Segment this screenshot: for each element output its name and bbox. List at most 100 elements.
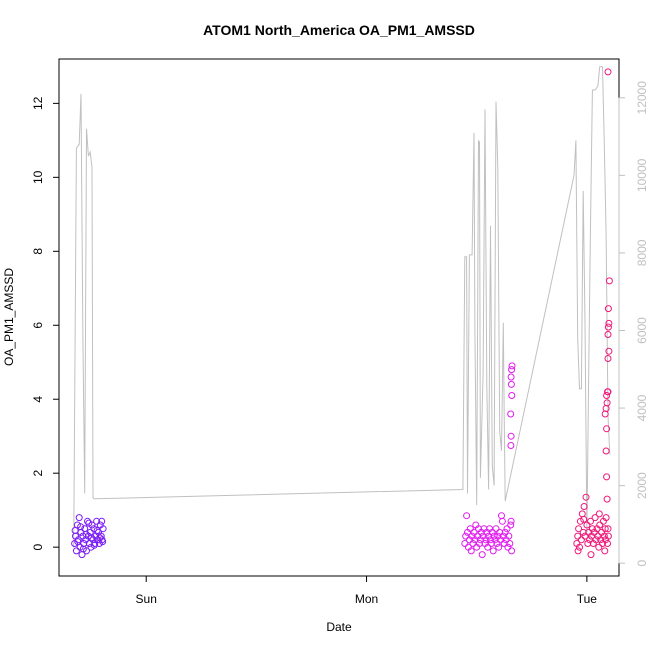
data-point: [604, 323, 612, 331]
data-point: [504, 543, 512, 551]
right-axis: 0 2000 4000 6000 8000 10000 12000: [618, 81, 649, 567]
data-point: [489, 547, 497, 555]
data-point: [79, 545, 87, 553]
x-tick-label: Mon: [355, 592, 378, 606]
data-point: [583, 521, 591, 529]
data-point: [478, 551, 486, 559]
data-point: [591, 514, 599, 522]
data-point: [604, 355, 612, 362]
data-point: [576, 543, 583, 551]
data-point: [603, 399, 611, 407]
y-tick-label: 10: [31, 170, 45, 184]
data-point: [602, 514, 610, 522]
data-point: [604, 540, 611, 547]
y-axis-label: OA_PM1_AMSSD: [2, 268, 16, 366]
y-tick-label: 0: [31, 543, 45, 550]
data-point: [602, 447, 610, 455]
data-point: [575, 525, 583, 533]
data-point: [507, 442, 515, 449]
data-point: [580, 503, 588, 510]
x-axis-label: Date: [326, 620, 352, 634]
data-point: [574, 547, 582, 555]
data-point: [82, 530, 90, 538]
data-point: [93, 527, 101, 534]
data-point: [488, 528, 496, 536]
data-point: [75, 514, 83, 522]
data-point: [603, 425, 611, 433]
data-point: [604, 525, 612, 533]
data-point: [88, 534, 96, 542]
data-point: [492, 525, 500, 533]
data-point: [90, 541, 98, 549]
y-tick-label: 12: [31, 96, 45, 110]
data-point: [596, 521, 604, 529]
data-point: [507, 373, 515, 381]
data-point: [507, 517, 515, 525]
y-tick-label: 4: [31, 396, 45, 403]
data-point: [604, 305, 612, 313]
y2-tick-label: 6000: [635, 317, 649, 344]
data-point: [507, 410, 515, 418]
right-axis-line-layer: [73, 66, 611, 548]
data-point: [605, 347, 613, 355]
data-point: [495, 543, 503, 551]
data-point: [506, 540, 514, 547]
y2-tick-label: 4000: [635, 394, 649, 421]
data-point: [72, 547, 80, 555]
data-point: [587, 517, 594, 525]
y2-tick-label: 8000: [635, 239, 649, 266]
points-layer: [71, 68, 613, 559]
data-point: [470, 528, 478, 536]
data-point: [603, 392, 611, 399]
x-tick-label: Sun: [136, 592, 157, 606]
data-point: [601, 547, 609, 555]
data-point: [604, 331, 612, 338]
data-point: [461, 540, 469, 547]
data-point: [98, 517, 106, 525]
data-point: [469, 540, 477, 547]
data-point: [603, 473, 611, 481]
data-point: [462, 532, 470, 540]
data-point: [503, 525, 511, 533]
data-point: [595, 543, 603, 551]
data-point: [498, 512, 505, 520]
y-tick-label: 6: [31, 322, 45, 329]
data-point: [487, 536, 494, 544]
data-point: [484, 543, 492, 551]
data-point: [467, 547, 475, 555]
right-axis-series-line: [73, 66, 611, 548]
data-point: [508, 547, 516, 555]
data-point: [601, 410, 609, 418]
data-point: [93, 517, 101, 525]
chart-title: ATOM1 North_America OA_PM1_AMSSD: [203, 22, 475, 38]
data-point: [508, 362, 516, 370]
data-point: [604, 532, 612, 540]
data-point: [603, 495, 611, 503]
data-point: [99, 538, 107, 546]
y-tick-label: 2: [31, 470, 45, 477]
data-point: [600, 532, 608, 540]
data-point: [71, 527, 79, 534]
data-point: [508, 392, 516, 399]
data-point: [595, 510, 603, 518]
data-point: [592, 536, 600, 544]
data-point: [582, 493, 590, 501]
data-point: [574, 532, 582, 540]
y2-tick-label: 12000: [635, 81, 649, 115]
plot-frame: [58, 58, 620, 577]
bottom-axis: Sun Mon Tue: [136, 575, 597, 606]
data-point: [604, 388, 612, 396]
data-point: [580, 515, 588, 523]
data-point: [577, 536, 585, 544]
data-point: [84, 517, 91, 525]
data-point: [588, 525, 596, 533]
data-point: [507, 380, 515, 388]
data-point: [466, 525, 474, 533]
y2-tick-label: 0: [635, 560, 649, 567]
data-point: [505, 532, 513, 540]
data-point: [508, 366, 516, 374]
data-point: [463, 512, 471, 520]
y-tick-label: 8: [31, 248, 45, 255]
data-point: [604, 68, 612, 76]
